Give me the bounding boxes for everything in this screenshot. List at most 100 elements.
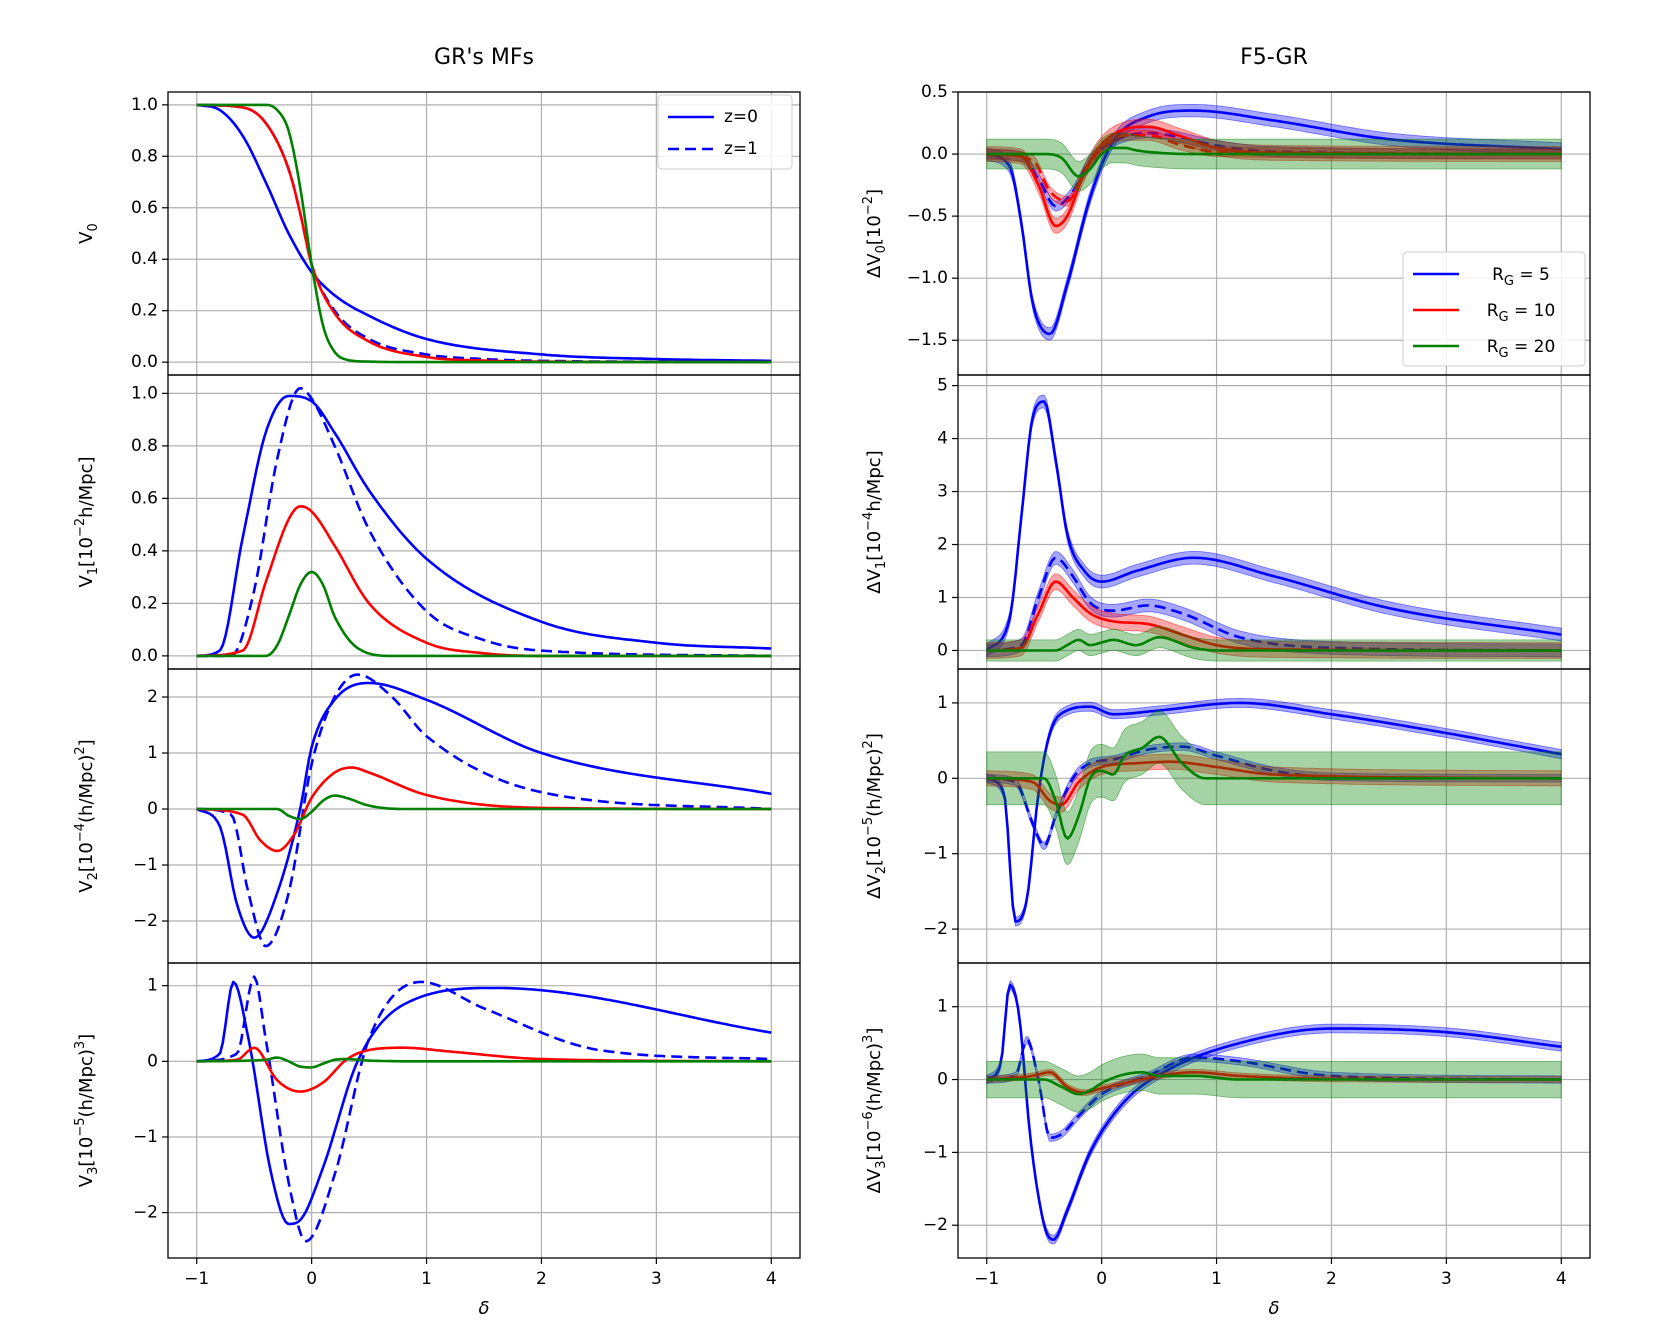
right-panel-4-frame <box>957 962 1591 1259</box>
left-panel-2-ytick-label: 0.0 <box>131 646 158 666</box>
right-xtick-label: 1 <box>1211 1269 1222 1289</box>
left-panel-4-series-z-1-r-g-5-line <box>196 975 772 1243</box>
left-panel-2-ytick-label: 1.0 <box>131 383 158 403</box>
left-panel-4-ytick-label: −1 <box>133 1127 158 1147</box>
right-panel-2-ytick-label: 4 <box>937 429 948 449</box>
right-title: F5-GR <box>1240 45 1308 70</box>
left-panel-1-series-z-0-r-g-5-line <box>196 103 772 363</box>
left-panel-2-series-z-0-r-g-5-line <box>196 394 772 658</box>
right-panel-3-ylabel: ΔV2​[10−5​(h/Mpc)2​] <box>861 733 889 899</box>
left-xlabel: δ <box>478 1298 489 1319</box>
right-panel-1-ytick-label: −1.0 <box>907 268 948 288</box>
left-xtick-label: 4 <box>766 1269 777 1289</box>
right-panel-4-ylabel: ΔV3​[10−6​(h/Mpc)3​] <box>861 1028 889 1194</box>
right-panel-1-ylabel: ΔV0​[10−2​] <box>861 189 889 278</box>
left-panel-3-series-z-0-r-g-5-line <box>196 681 772 940</box>
left-legend-label-2: z=1 <box>724 139 758 159</box>
right-panel-4-series-z-0-r-g-20-line <box>986 1071 1562 1096</box>
right-panel-3-series-group <box>986 698 1562 927</box>
right-panel-4-ytick-label: −2 <box>923 1215 948 1235</box>
right-xtick-label: 3 <box>1441 1269 1452 1289</box>
right-panel-2-series-z-0-r-g-5-line <box>985 400 1562 652</box>
right-panel-2-ytick-label: 5 <box>937 376 948 396</box>
right-xtick-label: 0 <box>1096 1269 1107 1289</box>
right-legend-box <box>1402 251 1586 367</box>
right-panel-3-series-z-0-r-g-5-line <box>986 701 1562 923</box>
left-panel-4-series-group <box>196 975 772 1243</box>
right-panel-3-ytick-label: 1 <box>937 693 948 713</box>
left-panel-1-ytick-label: 0.2 <box>131 301 158 321</box>
left-xtick-label: 2 <box>536 1269 547 1289</box>
left-panel-3-ytick-label: 2 <box>147 687 158 707</box>
left-panel-2-series-group <box>196 386 772 658</box>
right-xtick-label: 2 <box>1326 1269 1337 1289</box>
right-panel-2-series-z-0-r-g-20-line <box>986 635 1562 652</box>
right-panel-1-series-z-0-r-g-5-line <box>986 109 1562 336</box>
right-panel-4-ytick-label: 1 <box>937 997 948 1017</box>
left-panel-4-ytick-label: −2 <box>133 1203 158 1223</box>
left-panel-2-ylabel: V1​[10−2​h/Mpc] <box>73 456 101 587</box>
left-panel-3-ytick-label: −1 <box>133 855 158 875</box>
right-panel-3-ytick-label: −2 <box>923 919 948 939</box>
right-panel-2-ylabel: ΔV1​[10−4​h/Mpc] <box>861 450 889 593</box>
left-panel-1-ylabel: V0​ <box>76 223 101 244</box>
left-panel-3-ytick-label: 0 <box>147 799 158 819</box>
right-panel-2-ytick-label: 0 <box>937 640 948 660</box>
left-panel-1-ytick-label: 1.0 <box>131 95 158 115</box>
left-panel-3-series-group <box>196 673 772 948</box>
right-xtick-label: 4 <box>1556 1269 1567 1289</box>
left-panel-2-ytick-label: 0.2 <box>131 593 158 613</box>
right-panel-4-series-group <box>986 979 1562 1245</box>
left-panel-1-ytick-label: 0.6 <box>131 198 158 218</box>
left-panel-4-ytick-label: 1 <box>147 976 158 996</box>
left-panel-1-ytick-label: 0.4 <box>131 249 158 269</box>
right-panel-1-series-z-0-r-g-20-line <box>986 146 1562 178</box>
left-panel-1-series-group <box>196 103 772 364</box>
left-panel-3-ytick-label: −2 <box>133 911 158 931</box>
right-legend-label-3: RG​ = 20 <box>1487 337 1556 361</box>
left-panel-4-ytick-label: 0 <box>147 1051 158 1071</box>
left-xtick-label: 3 <box>651 1269 662 1289</box>
right-panel-2-series-z-1-r-g-5-line <box>986 556 1562 652</box>
left-panel-4-series-z-0-r-g-20-line <box>196 1056 772 1069</box>
left-title: GR's MFs <box>434 45 534 70</box>
left-panel-1-ytick-label: 0.0 <box>131 352 158 372</box>
left-panel-4-series-z-0-r-g-5-line <box>196 980 772 1226</box>
right-panel-2-ytick-label: 3 <box>937 482 948 502</box>
left-xtick-label: 0 <box>306 1269 317 1289</box>
right-panel-2-ytick-label: 1 <box>937 587 948 607</box>
right-panel-4-series-z-0-r-g-5-line <box>986 983 1562 1241</box>
right-xtick-label: −1 <box>974 1269 999 1289</box>
left-panel-1-series-z-0-r-g-20-line <box>196 103 772 364</box>
right-panel-1-ytick-label: 0.5 <box>921 82 948 102</box>
left-xtick-label: −1 <box>184 1269 209 1289</box>
left-xtick-label: 1 <box>421 1269 432 1289</box>
right-xlabel: δ <box>1268 1298 1279 1319</box>
right-panel-4-series-z-0-r-g-20-band <box>986 1053 1562 1113</box>
left-panel-3-ylabel: V2​[10−4​(h/Mpc)2​] <box>73 739 101 892</box>
left-panel-4-ylabel: V3​[10−5​(h/Mpc)3​] <box>73 1034 101 1187</box>
right-panel-3-ytick-label: 0 <box>937 768 948 788</box>
right-panel-2-series-z-0-r-g-20-band <box>986 626 1562 662</box>
left-legend-box <box>657 94 793 170</box>
left-panel-2-ytick-label: 0.4 <box>131 541 158 561</box>
left-panel-3-ytick-label: 1 <box>147 743 158 763</box>
right-panel-2-series-group <box>985 394 1562 662</box>
left-panel-3-series-z-0-r-g-20-line <box>196 794 772 821</box>
left-panel-4-frame <box>167 962 801 1259</box>
right-panel-3-ytick-label: −1 <box>923 844 948 864</box>
left-panel-3-series-z-1-r-g-5-line <box>196 673 772 948</box>
chart-layer: GR's MFs 0.0 0.2 0.4 0.6 0.8 1.0 V0​ 0.0 0.2 0.4 0.… <box>73 45 1591 1319</box>
right-legend-label-2: RG​ = 10 <box>1487 301 1556 325</box>
right-panel-1-ytick-label: 0.0 <box>921 144 948 164</box>
right-panel-4-ytick-label: −1 <box>923 1142 948 1162</box>
right-panel-4-ytick-label: 0 <box>937 1070 948 1090</box>
right-panel-3-series-z-0-r-g-20-line <box>986 735 1562 840</box>
right-panel-3-series-z-0-r-g-20-band <box>986 710 1562 866</box>
right-panel-1-ytick-label: −1.5 <box>907 330 948 350</box>
left-panel-2-series-z-1-r-g-5-line <box>196 386 772 658</box>
right-panel-2-ytick-label: 2 <box>937 535 948 555</box>
left-legend-label-1: z=0 <box>724 107 758 127</box>
